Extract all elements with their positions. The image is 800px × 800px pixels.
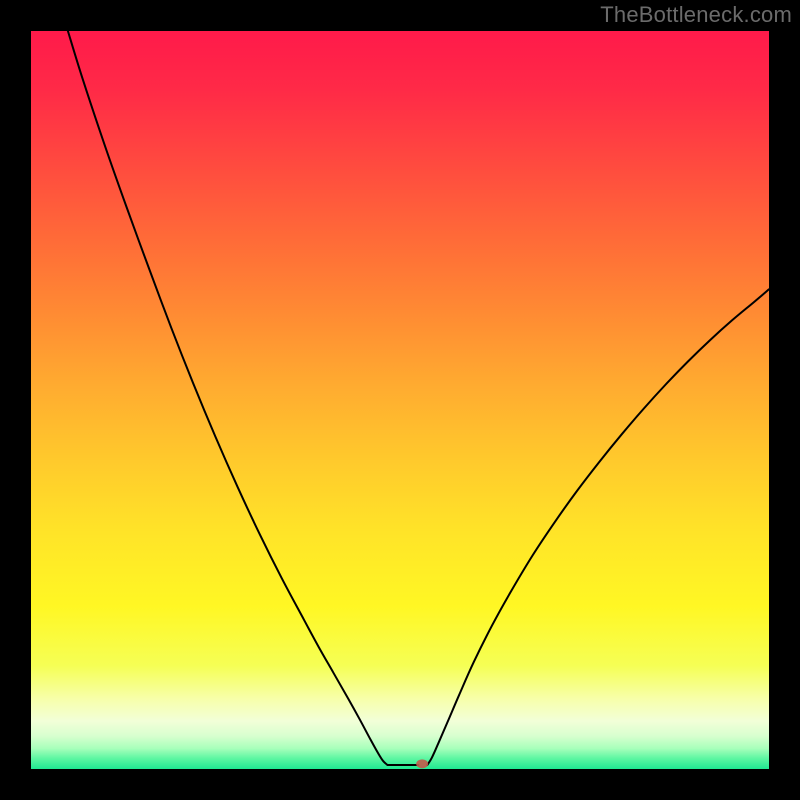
plot-area: [31, 31, 769, 769]
optimal-marker: [416, 759, 428, 768]
chart-frame: TheBottleneck.com: [0, 0, 800, 800]
watermark-text: TheBottleneck.com: [600, 2, 792, 28]
bottleneck-chart: [0, 0, 800, 800]
